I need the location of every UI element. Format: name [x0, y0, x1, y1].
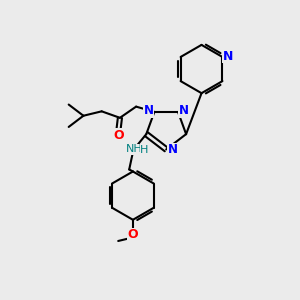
Text: H: H — [140, 145, 149, 155]
Text: O: O — [128, 228, 138, 241]
Text: N: N — [143, 104, 154, 117]
Text: NH: NH — [125, 144, 142, 154]
Text: O: O — [113, 129, 124, 142]
Text: N: N — [223, 50, 233, 63]
Text: N: N — [168, 143, 178, 157]
Text: N: N — [179, 104, 189, 117]
